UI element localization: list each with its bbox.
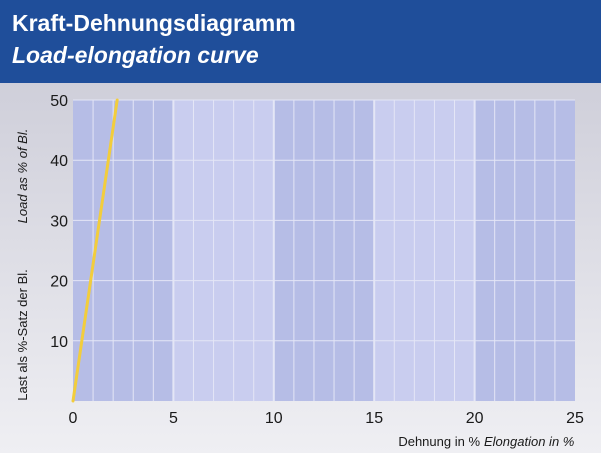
chart-subtitle: Load-elongation curve <box>12 42 259 68</box>
y-tick-label: 10 <box>50 334 68 351</box>
y-tick-label: 20 <box>50 274 68 291</box>
x-tick-label: 20 <box>466 410 484 427</box>
y-tick-label: 50 <box>50 93 68 110</box>
load-elongation-curve <box>71 98 119 403</box>
chart-title: Kraft-Dehnungsdiagramm <box>12 10 296 36</box>
x-tick-label: 25 <box>566 410 584 427</box>
x-tick-label: 15 <box>365 410 383 427</box>
grid-lines <box>73 99 575 401</box>
plot-band <box>173 100 274 401</box>
x-tick-label: 5 <box>169 410 178 427</box>
y-tick-labels: 10 20 30 40 50 <box>50 93 68 351</box>
x-tick-labels: 0 5 10 15 20 25 <box>69 410 584 427</box>
plot-area <box>73 100 575 401</box>
plot-background <box>73 100 575 401</box>
y-tick-label: 40 <box>50 153 68 170</box>
x-tick-label: 10 <box>265 410 283 427</box>
plot-band <box>374 100 475 401</box>
x-tick-label: 0 <box>69 410 78 427</box>
header-bar: Kraft-Dehnungsdiagramm Load-elongation c… <box>0 0 601 83</box>
x-axis-label-de: Dehnung in % <box>398 434 480 449</box>
y-axis-label-de: Last als %-Satz der Bl. <box>15 269 30 401</box>
load-elongation-chart: 10 20 30 40 50 0 5 10 15 20 25 Last als %-Satz de… <box>15 93 584 449</box>
y-tick-label: 30 <box>50 213 68 230</box>
y-axis-label-en: Load as % of Bl. <box>15 129 30 224</box>
x-axis-label-en: Elongation in % <box>484 434 574 449</box>
curve-layer <box>71 98 119 403</box>
